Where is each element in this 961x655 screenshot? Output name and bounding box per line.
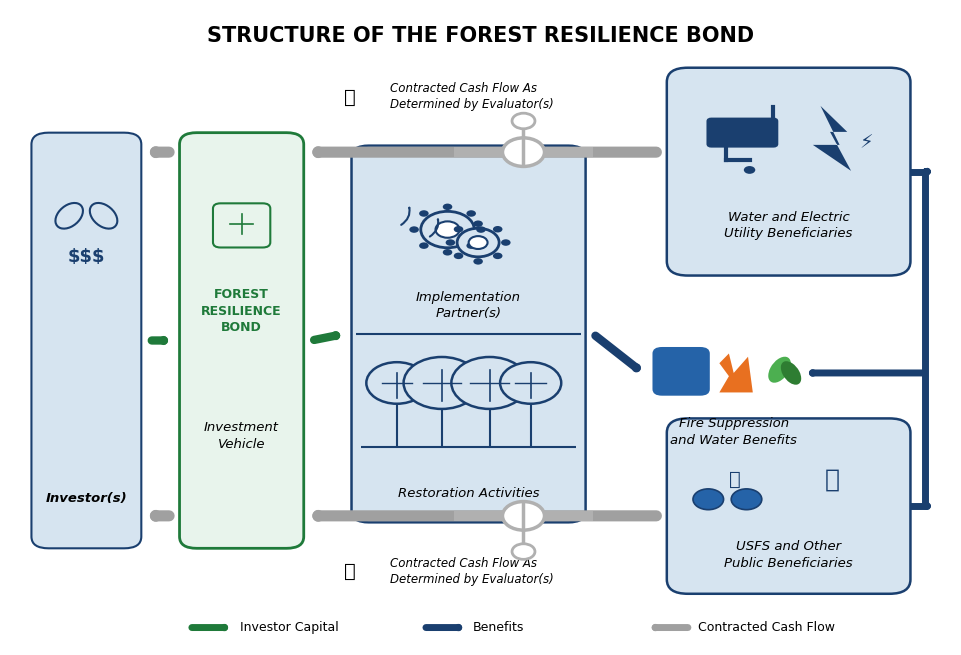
Circle shape (443, 204, 453, 210)
Circle shape (443, 249, 453, 255)
FancyBboxPatch shape (536, 147, 593, 157)
Ellipse shape (768, 357, 791, 383)
Text: $$$: $$$ (67, 248, 105, 267)
FancyBboxPatch shape (32, 133, 141, 548)
Circle shape (744, 166, 755, 174)
FancyBboxPatch shape (707, 119, 777, 147)
FancyBboxPatch shape (454, 147, 511, 157)
FancyBboxPatch shape (352, 145, 585, 522)
Text: Investment
Vehicle: Investment Vehicle (204, 421, 279, 451)
Circle shape (466, 210, 476, 217)
Text: 📋: 📋 (344, 88, 356, 107)
Ellipse shape (89, 203, 117, 229)
Circle shape (421, 212, 475, 248)
Circle shape (435, 221, 459, 238)
Circle shape (503, 138, 545, 166)
Circle shape (512, 544, 535, 559)
Circle shape (731, 489, 762, 510)
Circle shape (454, 226, 463, 233)
Text: Restoration Activities: Restoration Activities (398, 487, 539, 500)
Circle shape (457, 228, 499, 257)
FancyBboxPatch shape (667, 67, 910, 276)
Text: 🏠: 🏠 (729, 470, 741, 489)
Text: STRUCTURE OF THE FOREST RESILIENCE BOND: STRUCTURE OF THE FOREST RESILIENCE BOND (207, 26, 754, 45)
Circle shape (493, 226, 503, 233)
Circle shape (446, 239, 456, 246)
FancyBboxPatch shape (536, 511, 593, 521)
Text: ⚡: ⚡ (860, 133, 874, 152)
Circle shape (503, 502, 545, 530)
Circle shape (474, 258, 482, 265)
Circle shape (419, 242, 429, 249)
Circle shape (466, 242, 476, 249)
Circle shape (404, 357, 480, 409)
Circle shape (409, 227, 419, 233)
Text: 👥: 👥 (825, 468, 840, 492)
FancyBboxPatch shape (653, 347, 710, 396)
Text: Investor(s): Investor(s) (45, 492, 127, 505)
Circle shape (477, 227, 485, 233)
Circle shape (693, 489, 724, 510)
Text: Water and Electric
Utility Beneficiaries: Water and Electric Utility Beneficiaries (725, 211, 852, 240)
Circle shape (474, 221, 482, 227)
Text: Benefits: Benefits (473, 621, 525, 634)
FancyBboxPatch shape (180, 133, 304, 548)
Circle shape (512, 113, 535, 129)
Circle shape (454, 253, 463, 259)
Circle shape (366, 362, 428, 403)
Circle shape (500, 362, 561, 403)
Circle shape (419, 210, 429, 217)
Text: Implementation
Partner(s): Implementation Partner(s) (416, 291, 521, 320)
FancyBboxPatch shape (213, 203, 270, 248)
Text: USFS and Other
Public Beneficiaries: USFS and Other Public Beneficiaries (725, 540, 853, 570)
FancyBboxPatch shape (667, 419, 910, 594)
Circle shape (469, 236, 487, 249)
Ellipse shape (781, 361, 801, 384)
Polygon shape (813, 106, 851, 171)
Circle shape (501, 239, 510, 246)
Text: 📋: 📋 (344, 561, 356, 580)
Circle shape (493, 253, 503, 259)
Ellipse shape (56, 203, 83, 229)
Circle shape (452, 357, 528, 409)
FancyBboxPatch shape (454, 511, 511, 521)
Text: Contracted Cash Flow As
Determined by Evaluator(s): Contracted Cash Flow As Determined by Ev… (390, 557, 554, 586)
Text: Investor Capital: Investor Capital (239, 621, 338, 634)
Text: FOREST
RESILIENCE
BOND: FOREST RESILIENCE BOND (201, 288, 282, 335)
Polygon shape (720, 354, 752, 392)
Text: Fire Suppression
and Water Benefits: Fire Suppression and Water Benefits (670, 417, 797, 447)
Text: Contracted Cash Flow: Contracted Cash Flow (699, 621, 835, 634)
Text: Contracted Cash Flow As
Determined by Evaluator(s): Contracted Cash Flow As Determined by Ev… (390, 83, 554, 111)
